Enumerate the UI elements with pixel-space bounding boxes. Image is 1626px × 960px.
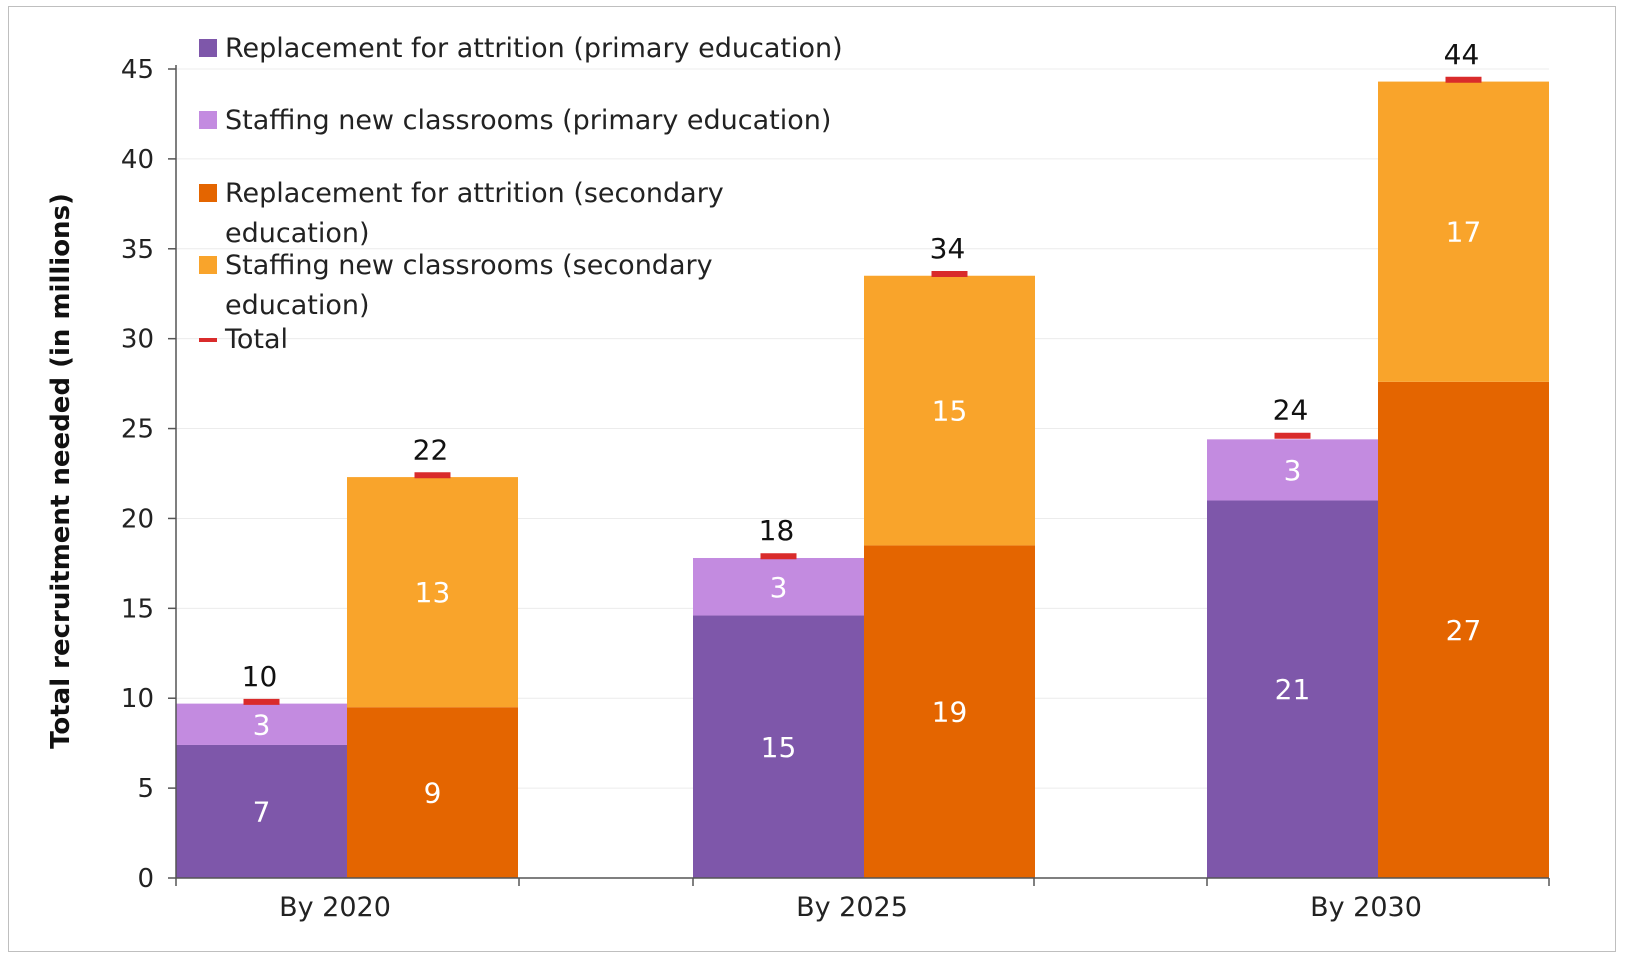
y-tick-label-5: 5 xyxy=(137,774,154,804)
legend-label-3-1: education) xyxy=(225,290,370,321)
bar-by-2030-primary-seg0 xyxy=(1207,500,1378,878)
x-tick-label-2: By 2030 xyxy=(1310,892,1422,923)
legend-swatch-3 xyxy=(199,256,217,274)
bar-by-2020-primary-seg0 xyxy=(176,744,347,878)
y-tick-label-10: 10 xyxy=(121,684,154,714)
segment-label-1-0-1: 3 xyxy=(770,571,788,604)
y-tick-label-35: 35 xyxy=(121,235,154,265)
data-labels: 7 3 10 9 13 22 15 3 18 19 15 34 21 3 24 27 17 44 xyxy=(242,38,1482,828)
y-tick-label-40: 40 xyxy=(121,145,154,175)
y-tick-label-20: 20 xyxy=(121,504,154,534)
bar-by-2030-secondary-seg0 xyxy=(1378,381,1549,878)
legend-label-4-0: Total xyxy=(224,324,288,355)
bar-by-2020-secondary-seg1 xyxy=(347,477,518,708)
x-tick-label-0: By 2020 xyxy=(279,892,391,923)
bar-by-2030-primary-seg1 xyxy=(1207,439,1378,501)
bars xyxy=(176,81,1549,878)
legend-swatch-0 xyxy=(199,39,217,57)
segment-label-1-0-0: 15 xyxy=(761,731,797,764)
axes: 0 5 10 15 20 25 30 35 40 45 By 2020 By 2025 By 2030 xyxy=(121,55,1550,923)
total-label-0-1: 22 xyxy=(413,433,449,466)
legend-label-2-1: education) xyxy=(225,218,370,249)
segment-label-2-1-0: 27 xyxy=(1446,614,1482,647)
segment-label-2-0-1: 3 xyxy=(1284,454,1302,487)
bar-by-2030-secondary-seg1 xyxy=(1378,81,1549,382)
bar-by-2025-primary-seg1 xyxy=(693,557,864,616)
segment-label-1-1-1: 15 xyxy=(932,395,968,428)
segment-label-1-1-0: 19 xyxy=(932,696,968,729)
total-label-2-1: 44 xyxy=(1444,38,1480,71)
y-tick-label-0: 0 xyxy=(137,864,154,894)
bar-by-2025-secondary-seg1 xyxy=(864,275,1035,546)
segment-label-2-1-1: 17 xyxy=(1446,216,1482,249)
bar-by-2025-primary-seg0 xyxy=(693,615,864,878)
segment-label-0-0-1: 3 xyxy=(253,708,271,741)
legend-swatch-2 xyxy=(199,184,217,202)
legend: Replacement for attrition (primary educa… xyxy=(199,33,843,355)
total-label-1-0: 18 xyxy=(759,514,795,547)
y-tick-label-45: 45 xyxy=(121,55,154,85)
bar-by-2020-primary-seg1 xyxy=(176,703,347,745)
y-tick-label-25: 25 xyxy=(121,415,154,445)
chart-frame: 0 5 10 15 20 25 30 35 40 45 By 2020 By 2025 By 2030 … xyxy=(8,6,1616,952)
segment-label-2-0-0: 21 xyxy=(1275,673,1311,706)
y-tick-label-30: 30 xyxy=(121,325,154,355)
legend-label-0-0: Replacement for attrition (primary educa… xyxy=(225,33,843,64)
segment-label-0-1-1: 13 xyxy=(415,576,451,609)
x-tick-label-1: By 2025 xyxy=(796,892,908,923)
total-label-2-0: 24 xyxy=(1273,394,1309,427)
segment-label-0-0-0: 7 xyxy=(253,795,271,828)
legend-label-1-0: Staffing new classrooms (primary educati… xyxy=(225,105,831,136)
legend-label-2-0: Replacement for attrition (secondary xyxy=(225,178,724,209)
legend-label-3-0: Staffing new classrooms (secondary xyxy=(225,250,713,281)
total-label-0-0: 10 xyxy=(242,660,278,693)
legend-swatch-1 xyxy=(199,111,217,129)
total-label-1-1: 34 xyxy=(930,232,966,265)
y-axis-title: Total recruitment needed (in millions) xyxy=(46,193,76,749)
bar-by-2025-secondary-seg0 xyxy=(864,545,1035,878)
y-tick-label-15: 15 xyxy=(121,594,154,624)
segment-label-0-1-0: 9 xyxy=(424,777,442,810)
bar-by-2020-secondary-seg0 xyxy=(347,707,518,878)
